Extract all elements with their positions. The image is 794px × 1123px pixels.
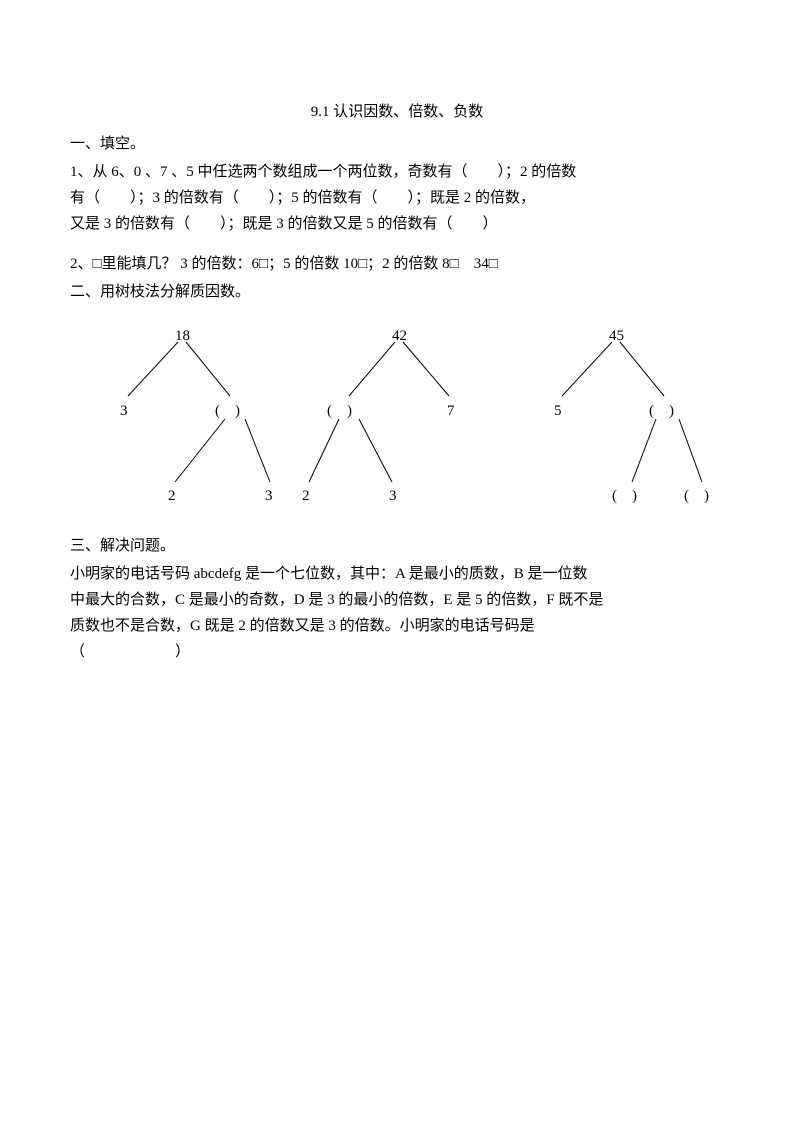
section1-heading: 一、填空。 (70, 132, 724, 156)
s3-line4: （ ） (70, 640, 724, 664)
s3-line2: 中最大的合数，C 是最小的奇数，D 是 3 的最小的倍数，E 是 5 的倍数，F… (70, 588, 724, 612)
tree3-left: 5 (554, 399, 562, 423)
tree1-left: 3 (120, 399, 128, 423)
tree3-br: ( ) (684, 484, 709, 508)
tree2-right: 7 (447, 399, 455, 423)
section2-heading: 二、用树枝法分解质因数。 (70, 280, 724, 304)
tree1-bl: 2 (168, 484, 176, 508)
tree2-left: ( ) (327, 399, 352, 423)
q1-line3: 又是 3 的倍数有（ ）；既是 3 的倍数又是 5 的倍数有（ ） (70, 212, 724, 236)
tree-2-lines (287, 324, 487, 524)
tree-1: 18 3 ( ) 2 3 (90, 324, 270, 524)
tree-1-lines (90, 324, 290, 524)
tree1-right: ( ) (215, 399, 240, 423)
tree3-bl: ( ) (612, 484, 637, 508)
s3-line3: 质数也不是合数，G 既是 2 的倍数又是 3 的倍数。小明家的电话号码是 (70, 614, 724, 638)
q2: 2、□里能填几？ 3 的倍数：6□；5 的倍数 10□；2 的倍数 8□ 34□ (70, 252, 724, 276)
tree2-root: 42 (392, 324, 407, 348)
tree-3: 45 5 ( ) ( ) ( ) (524, 324, 704, 524)
s3-line1: 小明家的电话号码 abcdefg 是一个七位数，其中：A 是最小的质数，B 是一… (70, 562, 724, 586)
tree2-bl: 2 (302, 484, 310, 508)
q1-line2: 有（ ）；3 的倍数有（ ）；5 的倍数有（ ）；既是 2 的倍数， (70, 186, 724, 210)
tree3-root: 45 (609, 324, 624, 348)
trees-row: 18 3 ( ) 2 3 42 ( ) 7 2 3 (70, 324, 724, 524)
q1-line1: 1、从 6、0 、7 、5 中任选两个数组成一个两位数，奇数有（ ）；2 的倍数 (70, 160, 724, 184)
page-title: 9.1 认识因数、倍数、负数 (70, 100, 724, 124)
tree-2: 42 ( ) 7 2 3 (307, 324, 487, 524)
tree1-root: 18 (175, 324, 190, 348)
tree1-br: 3 (265, 484, 273, 508)
section3-heading: 三、解决问题。 (70, 534, 724, 558)
tree2-br: 3 (389, 484, 397, 508)
tree3-right: ( ) (649, 399, 674, 423)
